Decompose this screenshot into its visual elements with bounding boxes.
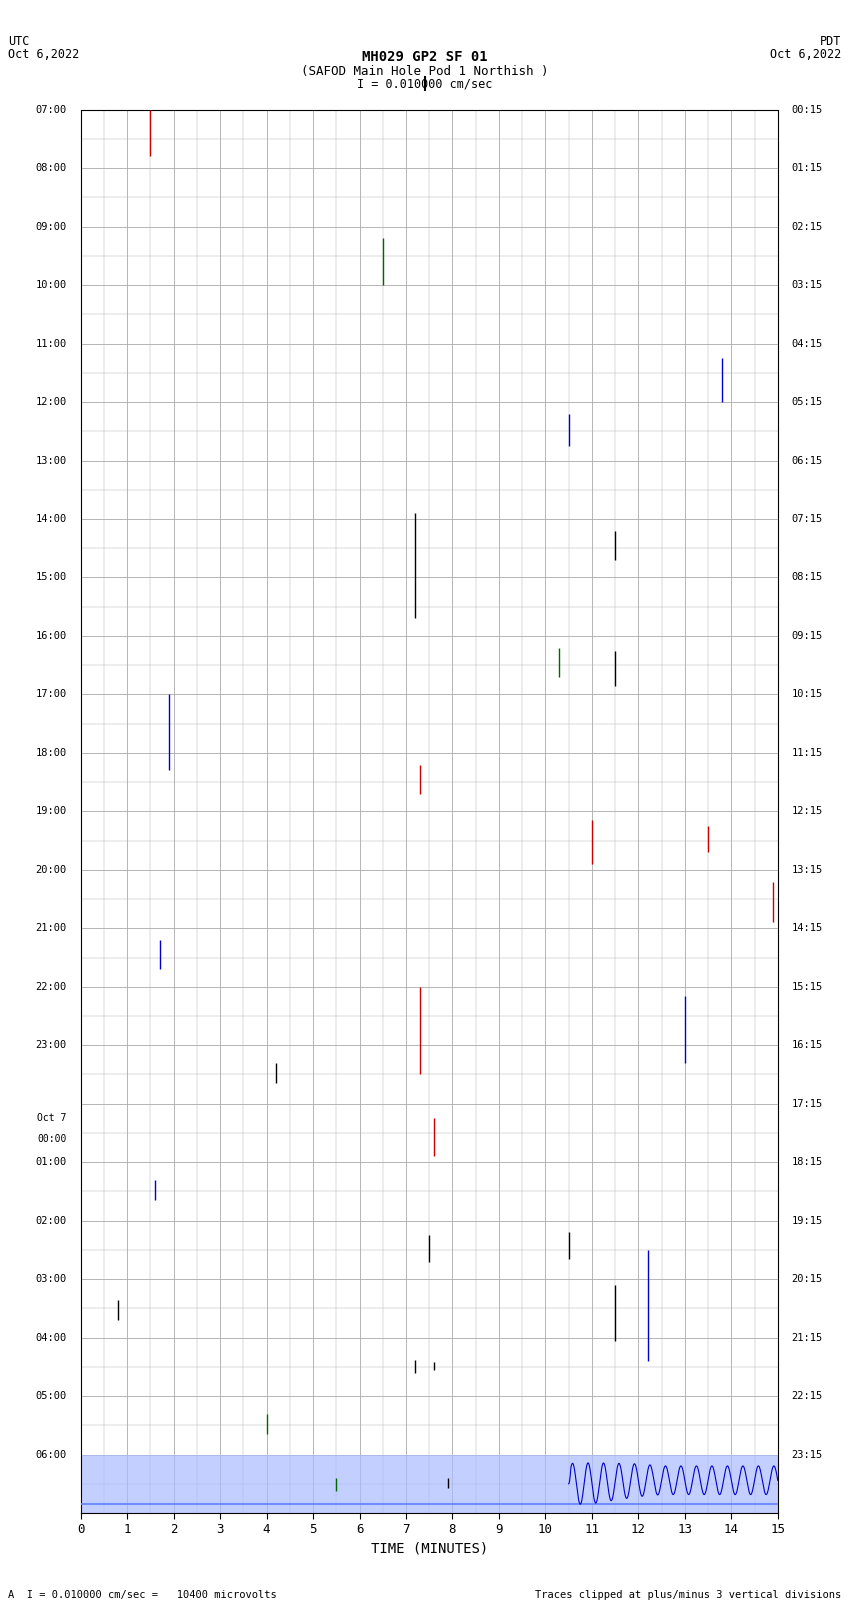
Text: 09:15: 09:15 [791,631,823,640]
Text: Traces clipped at plus/minus 3 vertical divisions: Traces clipped at plus/minus 3 vertical … [536,1590,842,1600]
Text: UTC: UTC [8,35,30,48]
Text: 16:15: 16:15 [791,1040,823,1050]
Text: 01:15: 01:15 [791,163,823,173]
Text: 06:15: 06:15 [791,455,823,466]
Text: 19:00: 19:00 [36,806,67,816]
Text: PDT: PDT [820,35,842,48]
Text: 10:00: 10:00 [36,281,67,290]
Text: Oct 6,2022: Oct 6,2022 [770,48,842,61]
Text: 04:15: 04:15 [791,339,823,348]
Text: Oct 7: Oct 7 [37,1113,67,1123]
Text: 00:00: 00:00 [37,1134,67,1144]
Text: 23:00: 23:00 [36,1040,67,1050]
Text: 06:00: 06:00 [36,1450,67,1460]
Text: 11:15: 11:15 [791,748,823,758]
Text: 04:00: 04:00 [36,1332,67,1342]
Text: 18:00: 18:00 [36,748,67,758]
Text: 02:15: 02:15 [791,221,823,232]
Text: 10:15: 10:15 [791,689,823,700]
Text: 23:15: 23:15 [791,1450,823,1460]
Bar [81,1455,778,1513]
Text: 03:15: 03:15 [791,281,823,290]
Text: 07:00: 07:00 [36,105,67,115]
Text: MH029 GP2 SF 01: MH029 GP2 SF 01 [362,50,488,65]
Text: 22:15: 22:15 [791,1390,823,1402]
X-axis label: TIME (MINUTES): TIME (MINUTES) [371,1542,488,1557]
Text: (SAFOD Main Hole Pod 1 Northish ): (SAFOD Main Hole Pod 1 Northish ) [301,65,549,77]
Text: 22:00: 22:00 [36,982,67,992]
Text: 01:00: 01:00 [36,1157,67,1168]
Text: 09:00: 09:00 [36,221,67,232]
Text: 13:00: 13:00 [36,455,67,466]
Text: 17:00: 17:00 [36,689,67,700]
Text: 05:15: 05:15 [791,397,823,406]
Text: I = 0.010000 cm/sec: I = 0.010000 cm/sec [357,77,493,90]
Text: 15:15: 15:15 [791,982,823,992]
Text: 19:15: 19:15 [791,1216,823,1226]
Text: 12:15: 12:15 [791,806,823,816]
Text: Oct 6,2022: Oct 6,2022 [8,48,80,61]
Text: 03:00: 03:00 [36,1274,67,1284]
Text: 21:00: 21:00 [36,923,67,934]
Text: 02:00: 02:00 [36,1216,67,1226]
Text: 07:15: 07:15 [791,515,823,524]
Text: A  I = 0.010000 cm/sec =   10400 microvolts: A I = 0.010000 cm/sec = 10400 microvolts [8,1590,277,1600]
Text: 05:00: 05:00 [36,1390,67,1402]
Text: 20:15: 20:15 [791,1274,823,1284]
Text: 21:15: 21:15 [791,1332,823,1342]
Text: 00:15: 00:15 [791,105,823,115]
Text: 13:15: 13:15 [791,865,823,874]
Text: 18:15: 18:15 [791,1157,823,1168]
Text: 14:00: 14:00 [36,515,67,524]
Text: 14:15: 14:15 [791,923,823,934]
Text: 08:15: 08:15 [791,573,823,582]
Text: 08:00: 08:00 [36,163,67,173]
Text: 11:00: 11:00 [36,339,67,348]
Text: 20:00: 20:00 [36,865,67,874]
Text: 12:00: 12:00 [36,397,67,406]
Text: 17:15: 17:15 [791,1098,823,1108]
Text: 15:00: 15:00 [36,573,67,582]
Text: 16:00: 16:00 [36,631,67,640]
